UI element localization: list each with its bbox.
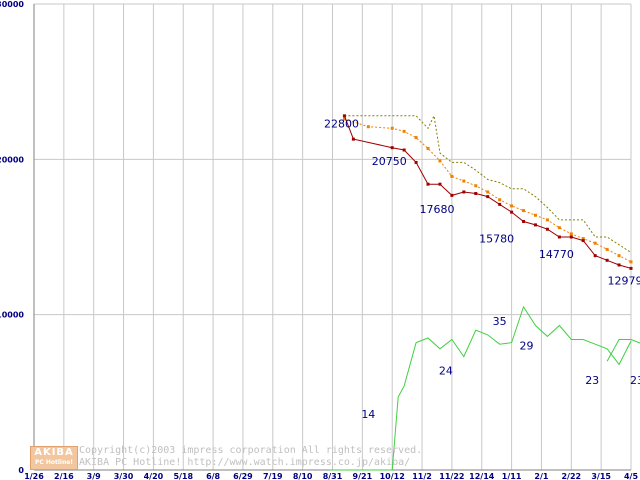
data-point-average-price	[402, 129, 406, 133]
data-point-min-price	[510, 210, 514, 214]
site-line: AKIBA PC Hotline! http://www.watch.impre…	[79, 457, 411, 468]
data-point-average-price	[629, 260, 633, 264]
data-point-average-price	[426, 146, 430, 150]
x-tick-label: 11/22	[439, 472, 464, 480]
x-tick-label: 7/19	[263, 472, 283, 480]
data-point-min-price	[629, 266, 633, 270]
akiba-logo: AKIBA PC Hotline!	[30, 446, 78, 470]
data-label: 29	[520, 340, 534, 353]
data-point-average-price	[414, 136, 418, 140]
y-tick-label: 0	[18, 466, 24, 475]
data-label: 22800	[324, 118, 359, 131]
data-point-min-price	[351, 137, 355, 141]
data-point-average-price	[545, 218, 549, 222]
x-tick-label: 1/11	[502, 472, 522, 480]
copyright-line: Copyright(c)2003 impress corporation All…	[79, 445, 423, 456]
data-point-average-price	[438, 159, 442, 163]
data-point-average-price	[605, 247, 609, 251]
x-tick-label: 11/2	[412, 472, 432, 480]
data-point-min-price	[402, 148, 406, 152]
data-point-min-price	[605, 258, 609, 262]
data-point-average-price	[486, 190, 490, 194]
x-tick-label: 4/5	[624, 472, 638, 480]
data-point-min-price	[390, 146, 394, 150]
data-point-average-price	[390, 126, 394, 130]
data-label: 23	[630, 374, 640, 387]
x-tick-label: 10/12	[380, 472, 405, 480]
data-point-min-price	[522, 219, 526, 223]
data-point-min-price	[533, 223, 537, 227]
x-tick-label: 5/18	[173, 472, 193, 480]
x-tick-label: 3/15	[591, 472, 611, 480]
data-point-average-price	[366, 125, 370, 129]
x-tick-label: 3/9	[87, 472, 101, 480]
data-point-min-price	[498, 202, 502, 206]
data-label: 35	[493, 315, 507, 328]
data-label: 17680	[419, 203, 454, 216]
data-point-average-price	[462, 179, 466, 183]
data-point-average-price	[450, 174, 454, 178]
data-point-average-price	[557, 226, 561, 230]
data-point-average-price	[581, 237, 585, 241]
x-tick-label: 6/29	[233, 472, 253, 480]
y-tick-label: 30000	[0, 0, 24, 9]
data-point-average-price	[617, 254, 621, 258]
data-point-min-price	[342, 114, 346, 118]
data-point-average-price	[342, 117, 346, 121]
data-label: 24	[439, 365, 453, 378]
data-point-min-price	[593, 254, 597, 258]
x-tick-label: 8/31	[323, 472, 343, 480]
data-point-min-price	[438, 182, 442, 186]
x-tick-label: 1/26	[24, 472, 44, 480]
y-tick-label: 10000	[0, 311, 24, 320]
data-point-average-price	[593, 241, 597, 245]
logo-subtext: PC Hotline!	[34, 459, 74, 466]
y-tick-label: 20000	[0, 155, 24, 164]
x-tick-label: 8/10	[293, 472, 313, 480]
x-tick-label: 3/30	[114, 472, 134, 480]
data-point-min-price	[426, 182, 430, 186]
data-point-min-price	[617, 263, 621, 267]
data-point-min-price	[545, 227, 549, 231]
x-tick-label: 12/14	[469, 472, 495, 480]
data-point-average-price	[533, 213, 537, 217]
data-point-min-price	[486, 195, 490, 199]
x-tick-label: 4/20	[144, 472, 164, 480]
data-point-average-price	[474, 184, 478, 188]
data-label: 15780	[479, 233, 514, 246]
logo-text: AKIBA	[34, 447, 74, 458]
data-label: 23	[585, 374, 599, 387]
data-point-average-price	[522, 209, 526, 213]
x-tick-label: 2/16	[54, 472, 74, 480]
data-point-min-price	[474, 192, 478, 196]
data-label: 14	[361, 408, 375, 421]
data-point-min-price	[462, 190, 466, 194]
series-line-max-price	[344, 114, 632, 253]
data-point-min-price	[569, 235, 573, 239]
data-point-min-price	[581, 239, 585, 243]
x-tick-label: 2/1	[534, 472, 548, 480]
data-point-min-price	[450, 193, 454, 197]
series-line-shops-end	[606, 339, 640, 362]
series-line-shops	[329, 305, 632, 471]
data-point-average-price	[569, 232, 573, 236]
data-point-average-price	[510, 204, 514, 208]
x-tick-label: 2/22	[561, 472, 581, 480]
x-tick-label: 9/21	[353, 472, 373, 480]
copyright-notice: Copyright(c)2003 impress corporation All…	[79, 445, 422, 469]
data-point-average-price	[498, 198, 502, 202]
data-label: 20750	[372, 155, 407, 168]
data-label: 14770	[539, 248, 574, 261]
x-tick-label: 6/8	[206, 472, 220, 480]
data-point-min-price	[557, 235, 561, 239]
data-point-min-price	[414, 160, 418, 164]
data-label: 12979	[608, 274, 640, 287]
